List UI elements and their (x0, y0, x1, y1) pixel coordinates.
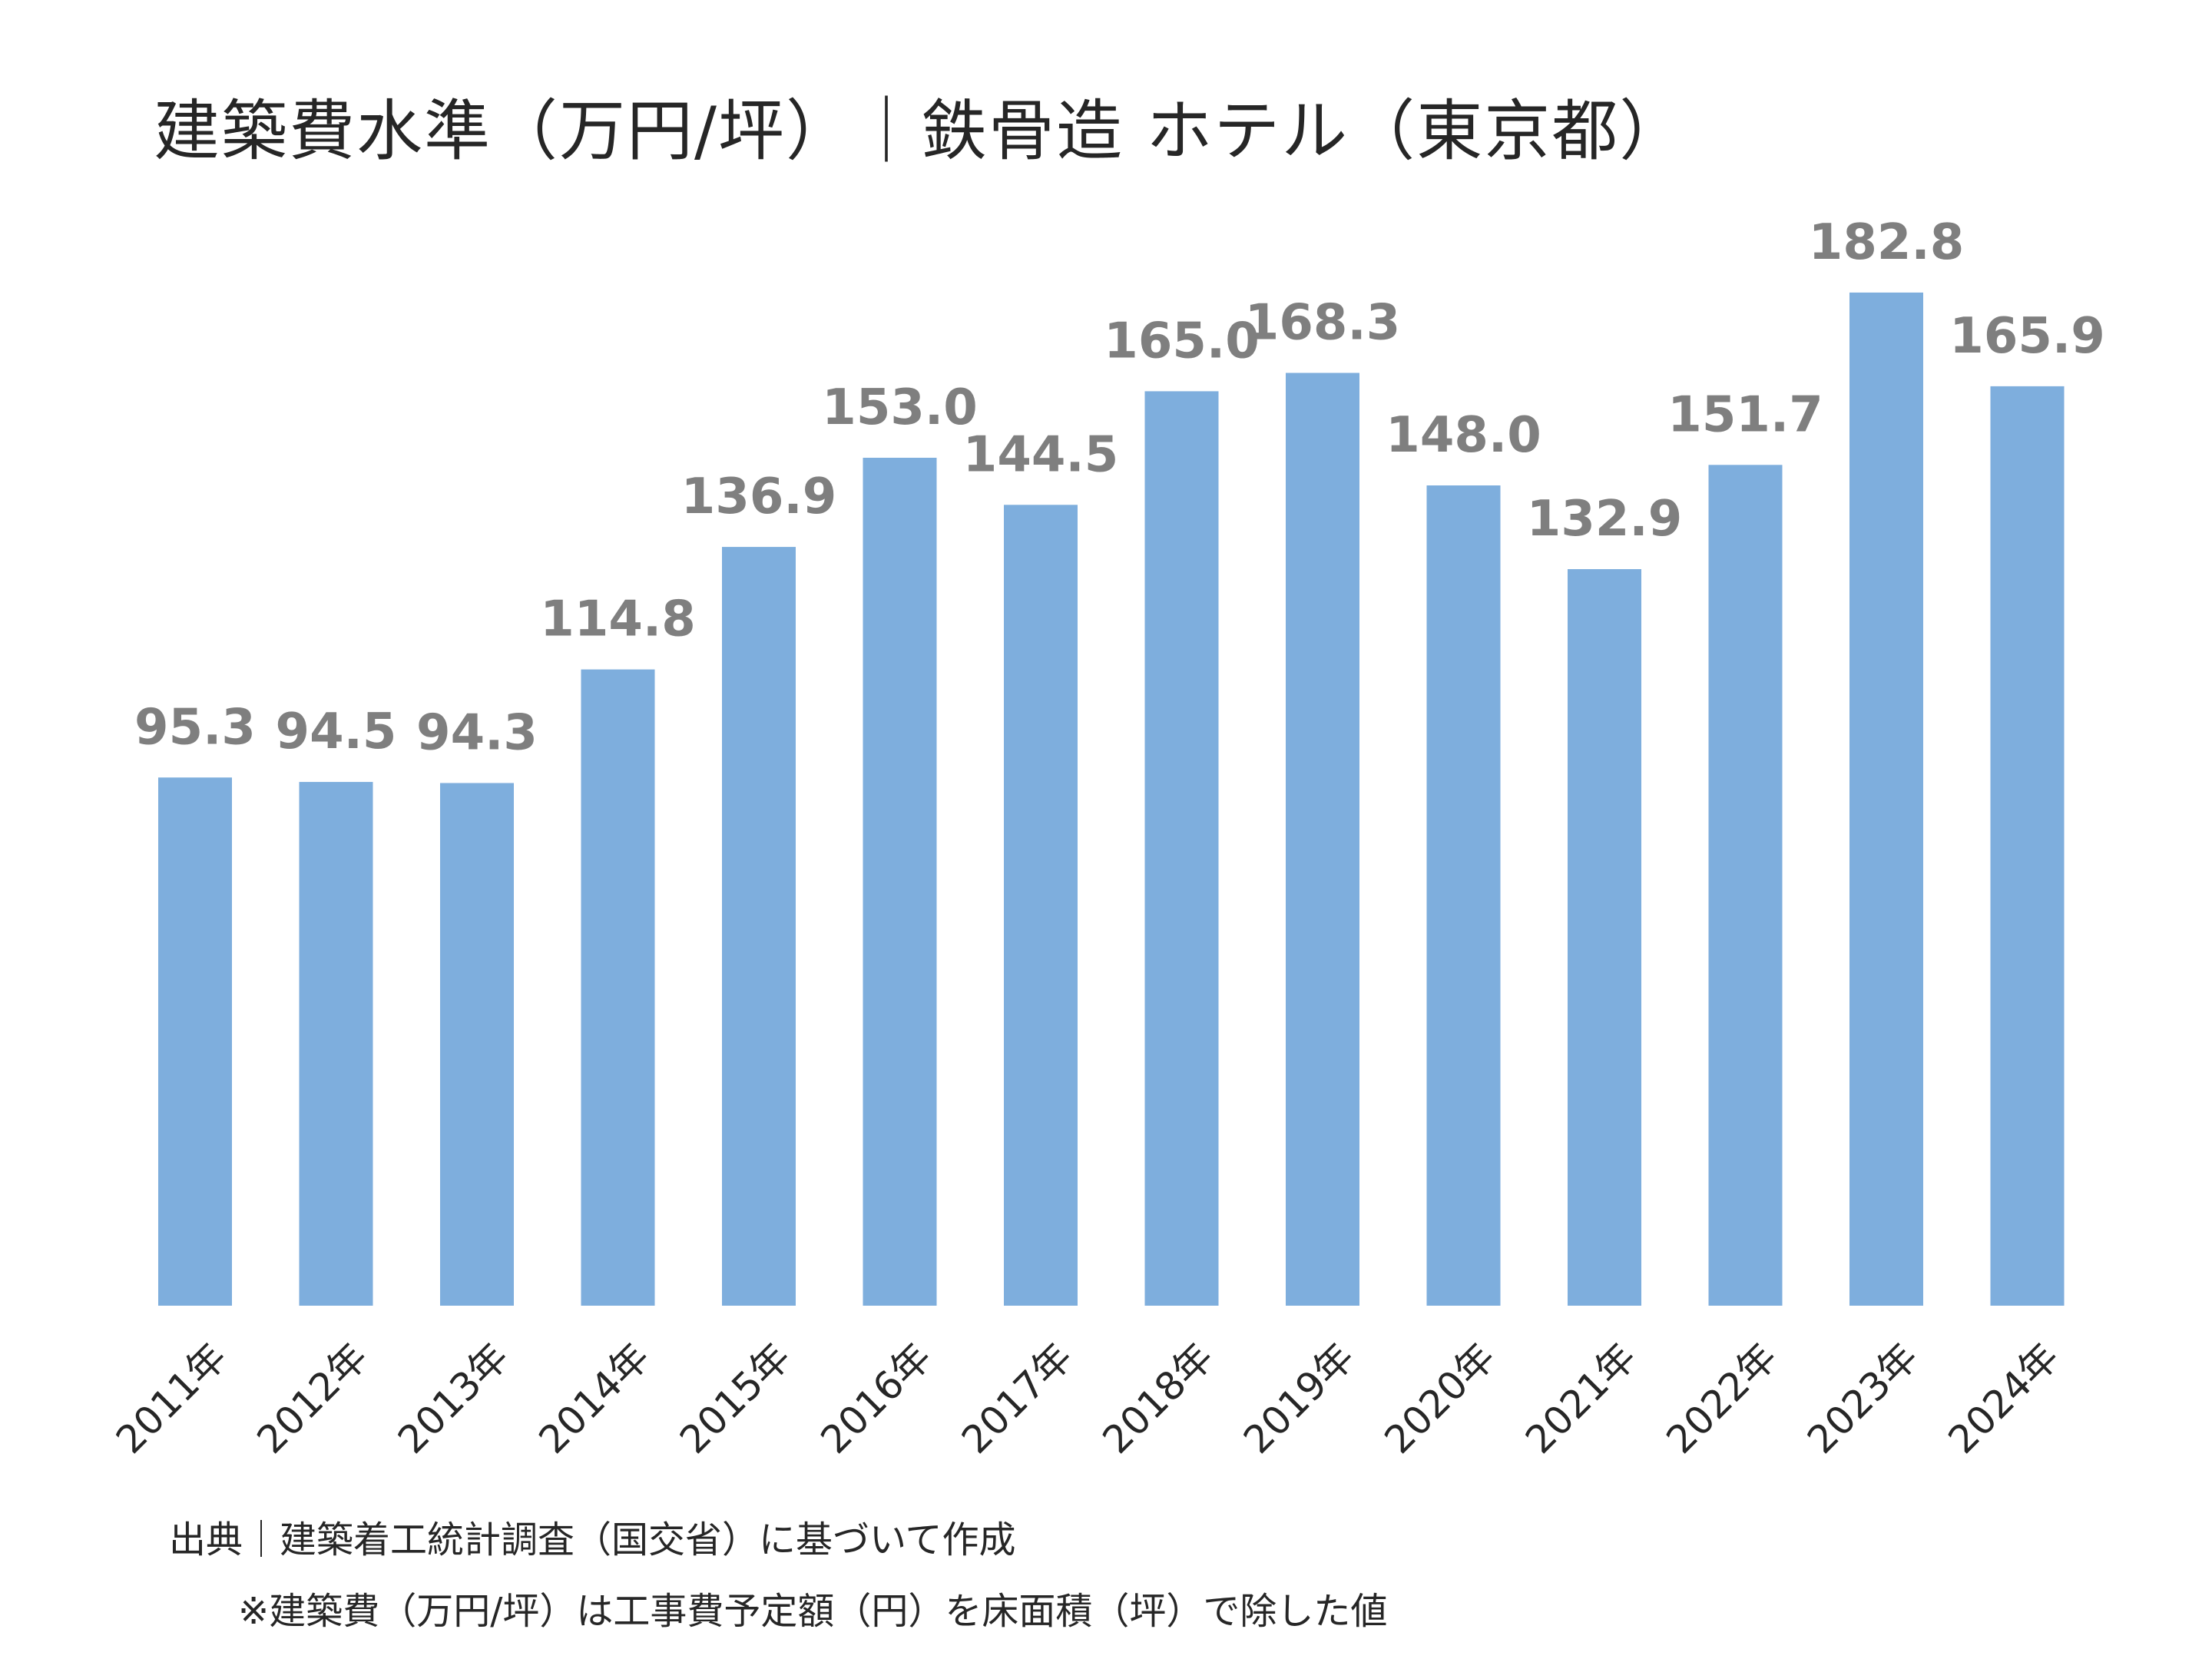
x-tick-label: 2012年 (249, 1334, 376, 1462)
value-label: 144.5 (963, 426, 1118, 483)
bar-2014年 (581, 669, 655, 1306)
x-tick-label: 2018年 (1094, 1334, 1222, 1462)
value-label: 168.3 (1245, 295, 1400, 352)
value-label: 94.3 (416, 705, 538, 762)
x-tick-label: 2011年 (108, 1334, 235, 1462)
value-label: 136.9 (681, 469, 836, 525)
value-label: 94.5 (276, 704, 397, 760)
x-tick-label: 2013年 (389, 1334, 517, 1462)
chart-title: 建築費水準（万円/坪）｜鉄骨造 ホテル（東京都） (154, 93, 1687, 170)
bar-2011年 (158, 777, 232, 1306)
bar-2016年 (863, 458, 937, 1306)
x-tick-label: 2022年 (1658, 1334, 1786, 1462)
value-label: 132.9 (1527, 491, 1682, 548)
bar-2021年 (1568, 569, 1641, 1306)
x-tick-label: 2017年 (953, 1334, 1081, 1462)
value-label: 114.8 (540, 591, 695, 648)
value-label: 165.9 (1949, 308, 2104, 365)
x-tick-label: 2019年 (1235, 1334, 1363, 1462)
x-tick-label: 2014年 (531, 1334, 658, 1462)
bar-2019年 (1286, 373, 1359, 1306)
x-tick-label: 2015年 (671, 1334, 799, 1462)
x-tick-label: 2021年 (1517, 1334, 1644, 1462)
footnote: ※建築費（万円/坪）は工事費予定額（円）を床面積（坪）で除した値 (238, 1590, 1388, 1633)
x-tick-labels-group: 2011年 2012年 2013年 2014年 2015年 2016年 2017年 2018年… (108, 1334, 2068, 1462)
bars-group (158, 292, 2065, 1306)
value-label: 148.0 (1386, 407, 1541, 464)
value-label: 165.0 (1104, 313, 1259, 369)
bar-2017年 (1004, 505, 1078, 1306)
x-tick-label: 2016年 (813, 1334, 940, 1462)
value-label: 95.3 (134, 699, 256, 756)
bar-2024年 (1990, 386, 2065, 1306)
value-label: 153.0 (822, 379, 977, 436)
x-tick-label: 2023年 (1799, 1334, 1926, 1462)
value-label: 182.8 (1809, 214, 1964, 271)
x-tick-label: 2020年 (1376, 1334, 1504, 1462)
bar-2020年 (1426, 485, 1501, 1306)
value-label: 151.7 (1667, 386, 1823, 443)
source-note: 出典｜建築着工統計調査（国交省）に基づいて作成 (169, 1518, 1016, 1561)
bar-2022年 (1708, 465, 1783, 1306)
x-tick-label: 2024年 (1940, 1334, 2068, 1462)
bar-2013年 (440, 783, 514, 1306)
bar-2015年 (722, 547, 796, 1306)
bar-2018年 (1144, 391, 1219, 1306)
bar-2023年 (1849, 292, 1923, 1306)
bar-2012年 (299, 782, 373, 1306)
